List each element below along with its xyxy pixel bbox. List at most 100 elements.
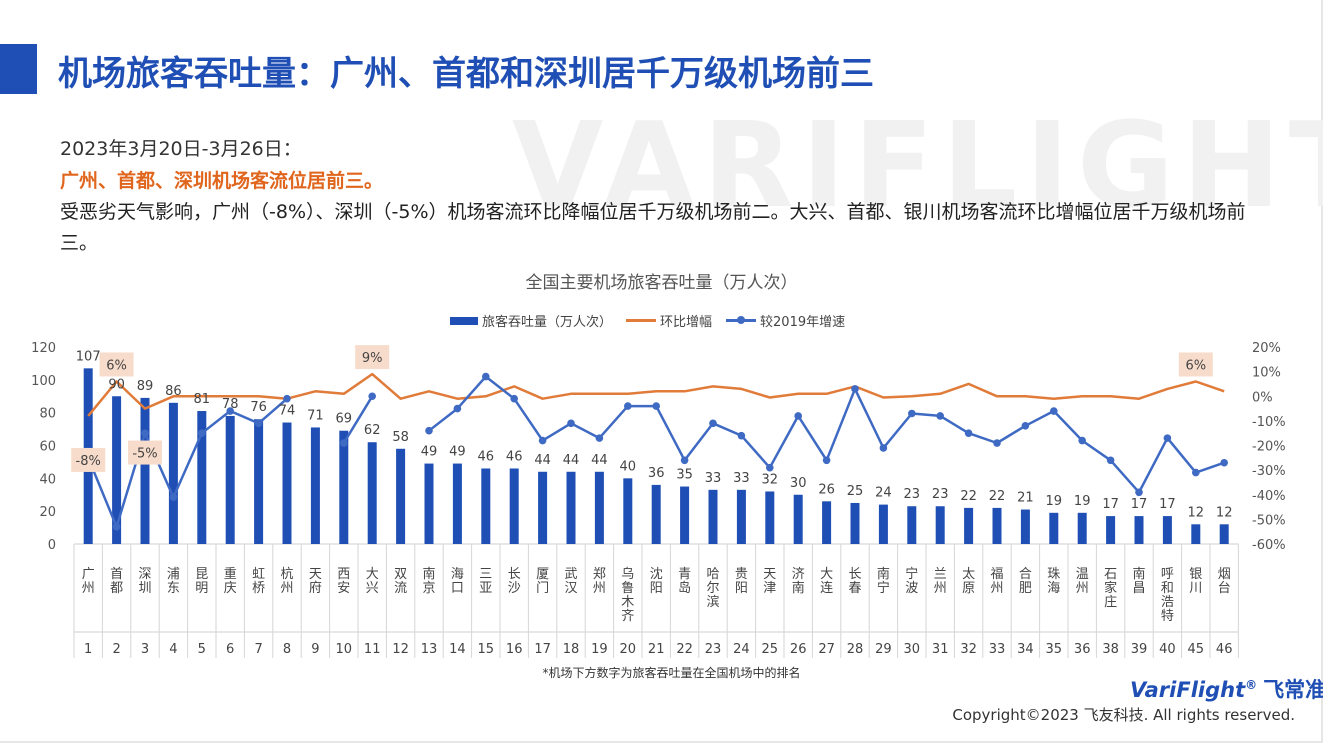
bar bbox=[1049, 512, 1059, 544]
bar-value-label: 23 bbox=[932, 487, 949, 502]
category-label: 大 bbox=[366, 567, 379, 582]
vs2019-point bbox=[283, 394, 291, 403]
vs2019-point bbox=[1220, 458, 1228, 467]
bar-value-label: 78 bbox=[222, 397, 239, 412]
category-label: 流 bbox=[394, 581, 407, 596]
bar-value-label: 49 bbox=[421, 445, 438, 460]
bar-value-label: 107 bbox=[76, 349, 101, 364]
category-label: 州 bbox=[82, 581, 95, 596]
bar-value-label: 81 bbox=[194, 392, 211, 407]
bar bbox=[566, 471, 576, 544]
vs2019-point bbox=[936, 412, 944, 420]
page-right-border bbox=[1321, 0, 1323, 743]
category-label: 连 bbox=[820, 580, 833, 596]
wow-callout-box bbox=[355, 345, 390, 370]
bar-value-label: 17 bbox=[1102, 497, 1119, 512]
vs2019-point bbox=[254, 419, 263, 428]
legend-label-wow: 环比增幅 bbox=[660, 315, 713, 330]
legend-item-wow: 环比增幅 bbox=[626, 311, 712, 330]
rank-label: 9 bbox=[311, 642, 319, 657]
y-right-tick-label: -30% bbox=[1252, 464, 1286, 479]
category-label: 海 bbox=[1047, 581, 1060, 596]
rank-label: 45 bbox=[1188, 642, 1205, 657]
bar bbox=[1134, 516, 1144, 544]
legend-swatch-bar bbox=[450, 316, 478, 325]
bar bbox=[964, 507, 974, 544]
y-right-tick-label: -20% bbox=[1252, 440, 1286, 455]
category-label: 济 bbox=[792, 567, 805, 582]
category-label: 烟 bbox=[1218, 567, 1231, 582]
category-label: 银 bbox=[1189, 567, 1202, 582]
bar-value-label: 36 bbox=[648, 466, 665, 481]
category-label: 乌 bbox=[621, 566, 634, 582]
bar bbox=[822, 501, 832, 544]
category-label: 珠 bbox=[1047, 567, 1060, 582]
category-label: 长 bbox=[848, 567, 861, 582]
category-label: 齐 bbox=[621, 608, 634, 624]
vs2019-point bbox=[226, 407, 234, 415]
category-label: 明 bbox=[195, 581, 208, 596]
category-label: 阳 bbox=[735, 581, 748, 596]
bar-value-label: 58 bbox=[392, 430, 409, 445]
category-label: 青 bbox=[678, 567, 691, 582]
rank-label: 13 bbox=[421, 642, 438, 657]
vs2019-point bbox=[538, 436, 547, 445]
category-label: 双 bbox=[394, 567, 407, 582]
y-left-tick-label: 0 bbox=[48, 538, 56, 553]
category-label: 南 bbox=[1132, 566, 1145, 582]
vs2019-point bbox=[141, 429, 149, 437]
category-label: 家 bbox=[1104, 580, 1117, 596]
bar-value-label: 12 bbox=[1188, 505, 1205, 520]
legend-item-vs2019: 较2019年增速 bbox=[726, 311, 845, 330]
bar bbox=[680, 486, 690, 544]
y-left-tick-label: 20 bbox=[39, 505, 56, 520]
category-label: 南 bbox=[877, 566, 890, 582]
rank-label: 40 bbox=[1159, 642, 1176, 657]
bar-value-label: 33 bbox=[733, 471, 750, 486]
category-label: 东 bbox=[167, 581, 180, 596]
category-label: 武 bbox=[564, 567, 577, 582]
rank-label: 38 bbox=[1102, 642, 1119, 657]
category-label: 特 bbox=[1161, 609, 1174, 624]
category-label: 口 bbox=[451, 581, 464, 596]
category-label: 州 bbox=[934, 581, 947, 596]
category-label: 鲁 bbox=[621, 581, 634, 596]
y-left-tick-label: 80 bbox=[39, 407, 56, 422]
vs2019-point bbox=[737, 431, 746, 440]
rank-label: 8 bbox=[283, 642, 291, 657]
bar bbox=[168, 402, 178, 544]
rank-label: 35 bbox=[1046, 642, 1063, 657]
vs2019-series-line bbox=[87, 397, 288, 529]
wow-callout-box bbox=[128, 440, 162, 465]
bar bbox=[225, 415, 235, 544]
vs2019-point bbox=[652, 402, 660, 410]
legend-item-throughput: 旅客吞吐量（万人次） bbox=[450, 311, 612, 330]
category-label: 福 bbox=[990, 567, 1003, 582]
category-label: 石 bbox=[1104, 567, 1117, 582]
rank-label: 39 bbox=[1131, 642, 1148, 657]
vs2019-point bbox=[964, 429, 973, 437]
rank-label: 1 bbox=[84, 642, 92, 657]
copyright-text: Copyright©2023 飞友科技. All rights reserved… bbox=[952, 706, 1295, 724]
category-label: 府 bbox=[309, 581, 322, 596]
bar-value-label: 30 bbox=[790, 476, 807, 491]
vs2019-point bbox=[482, 372, 490, 381]
category-label: 合 bbox=[1019, 567, 1032, 582]
bar bbox=[850, 502, 860, 544]
brand-en: VariFlight bbox=[1130, 678, 1246, 702]
category-label: 木 bbox=[621, 595, 634, 610]
category-label: 原 bbox=[962, 581, 975, 596]
category-label: 虹 bbox=[252, 567, 265, 582]
wow-callout-box bbox=[71, 447, 106, 472]
highlight-text: 广州、首都、深圳机场客流位居前三。 bbox=[60, 170, 384, 192]
bar-value-label: 12 bbox=[1216, 505, 1233, 520]
category-label: 南 bbox=[422, 566, 435, 582]
bar-value-label: 25 bbox=[847, 484, 864, 499]
category-label: 太 bbox=[962, 567, 975, 582]
y-left-tick-label: 120 bbox=[31, 341, 56, 356]
category-label: 深 bbox=[138, 567, 151, 582]
vs2019-point bbox=[169, 493, 178, 502]
bar bbox=[481, 468, 491, 544]
category-label: 桥 bbox=[252, 581, 265, 596]
bar-value-label: 46 bbox=[506, 449, 523, 464]
